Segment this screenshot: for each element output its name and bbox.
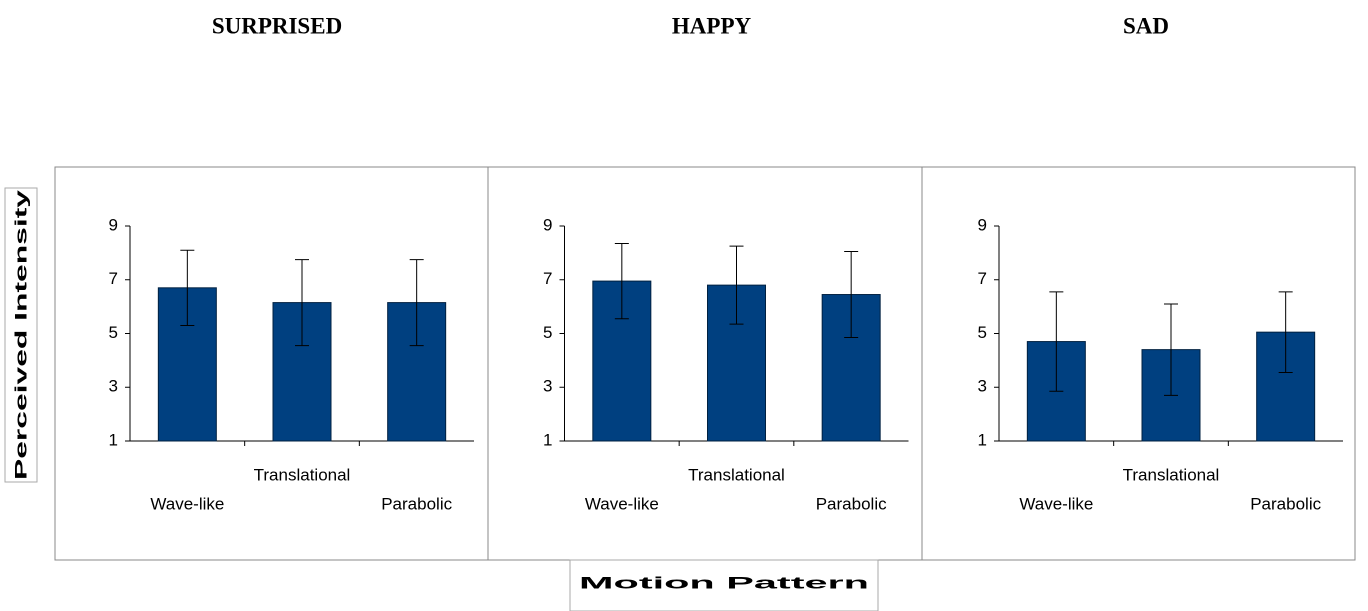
error-bar — [844, 251, 859, 339]
y-tick-label: 3 — [109, 377, 118, 396]
x-tick-label: Translational — [1123, 465, 1220, 484]
ylabel-box — [4, 187, 38, 483]
y-tick-label: 3 — [978, 377, 987, 396]
y-tick-label: 9 — [978, 215, 987, 234]
y-tick-label: 1 — [543, 430, 552, 449]
y-tick-label: 9 — [543, 215, 552, 234]
x-tick-label: Parabolic — [1250, 494, 1321, 513]
chart-title: SAD — [1123, 13, 1169, 38]
x-tick-label: Translational — [254, 465, 351, 484]
chart-title: HAPPY — [672, 13, 752, 38]
error-bar — [1278, 291, 1293, 373]
y-tick-label: 3 — [543, 377, 552, 396]
y-axis-label: Perceived Intensity — [11, 189, 30, 480]
y-tick-label: 7 — [543, 269, 552, 288]
x-tick-label: Parabolic — [816, 494, 887, 513]
x-tick-label: Parabolic — [381, 494, 452, 513]
x-tick-label: Wave-like — [1019, 494, 1093, 513]
y-tick-label: 1 — [109, 430, 118, 449]
y-tick-label: 7 — [978, 269, 987, 288]
x-tick-label: Translational — [688, 465, 785, 484]
y-tick-label: 9 — [109, 215, 118, 234]
error-bar — [1049, 291, 1064, 392]
xlabel-box — [569, 559, 879, 611]
y-tick-label: 7 — [109, 269, 118, 288]
error-bar — [180, 249, 195, 326]
y-tick-label: 5 — [978, 323, 987, 342]
error-bar — [295, 259, 309, 347]
error-bar — [1164, 303, 1178, 396]
x-tick-label: Wave-like — [585, 494, 659, 513]
x-tick-label: Wave-like — [150, 494, 224, 513]
error-bar — [729, 245, 744, 325]
y-tick-label: 5 — [543, 323, 552, 342]
y-tick-label: 1 — [978, 430, 987, 449]
chart-title: SURPRISED — [212, 13, 342, 38]
y-tick-label: 5 — [109, 323, 118, 342]
x-axis-label: Motion Pattern — [579, 573, 869, 592]
error-bar — [614, 242, 629, 320]
error-bar — [409, 259, 424, 347]
